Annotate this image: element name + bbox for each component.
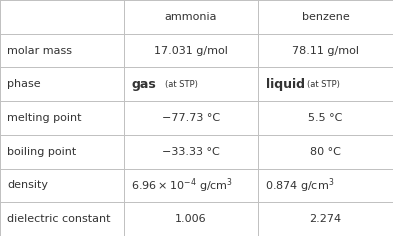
Text: 78.11 g/mol: 78.11 g/mol <box>292 46 359 55</box>
Text: 2.274: 2.274 <box>310 214 342 224</box>
Text: 1.006: 1.006 <box>175 214 207 224</box>
Text: −33.33 °C: −33.33 °C <box>162 147 220 157</box>
Text: $0.874$ g/cm$^3$: $0.874$ g/cm$^3$ <box>265 176 334 195</box>
Text: ammonia: ammonia <box>165 12 217 22</box>
Text: boiling point: boiling point <box>7 147 76 157</box>
Text: dielectric constant: dielectric constant <box>7 214 110 224</box>
Text: 5.5 °C: 5.5 °C <box>309 113 343 123</box>
Text: phase: phase <box>7 79 41 89</box>
Text: $6.96\times10^{-4}$ g/cm$^3$: $6.96\times10^{-4}$ g/cm$^3$ <box>131 176 233 195</box>
Text: melting point: melting point <box>7 113 82 123</box>
Text: 17.031 g/mol: 17.031 g/mol <box>154 46 228 55</box>
Text: 80 °C: 80 °C <box>310 147 341 157</box>
Text: liquid: liquid <box>266 78 305 91</box>
Text: (at STP): (at STP) <box>165 80 198 89</box>
Text: −77.73 °C: −77.73 °C <box>162 113 220 123</box>
Text: gas: gas <box>132 78 156 91</box>
Text: benzene: benzene <box>302 12 349 22</box>
Text: density: density <box>7 181 48 190</box>
Text: (at STP): (at STP) <box>307 80 340 89</box>
Text: molar mass: molar mass <box>7 46 72 55</box>
